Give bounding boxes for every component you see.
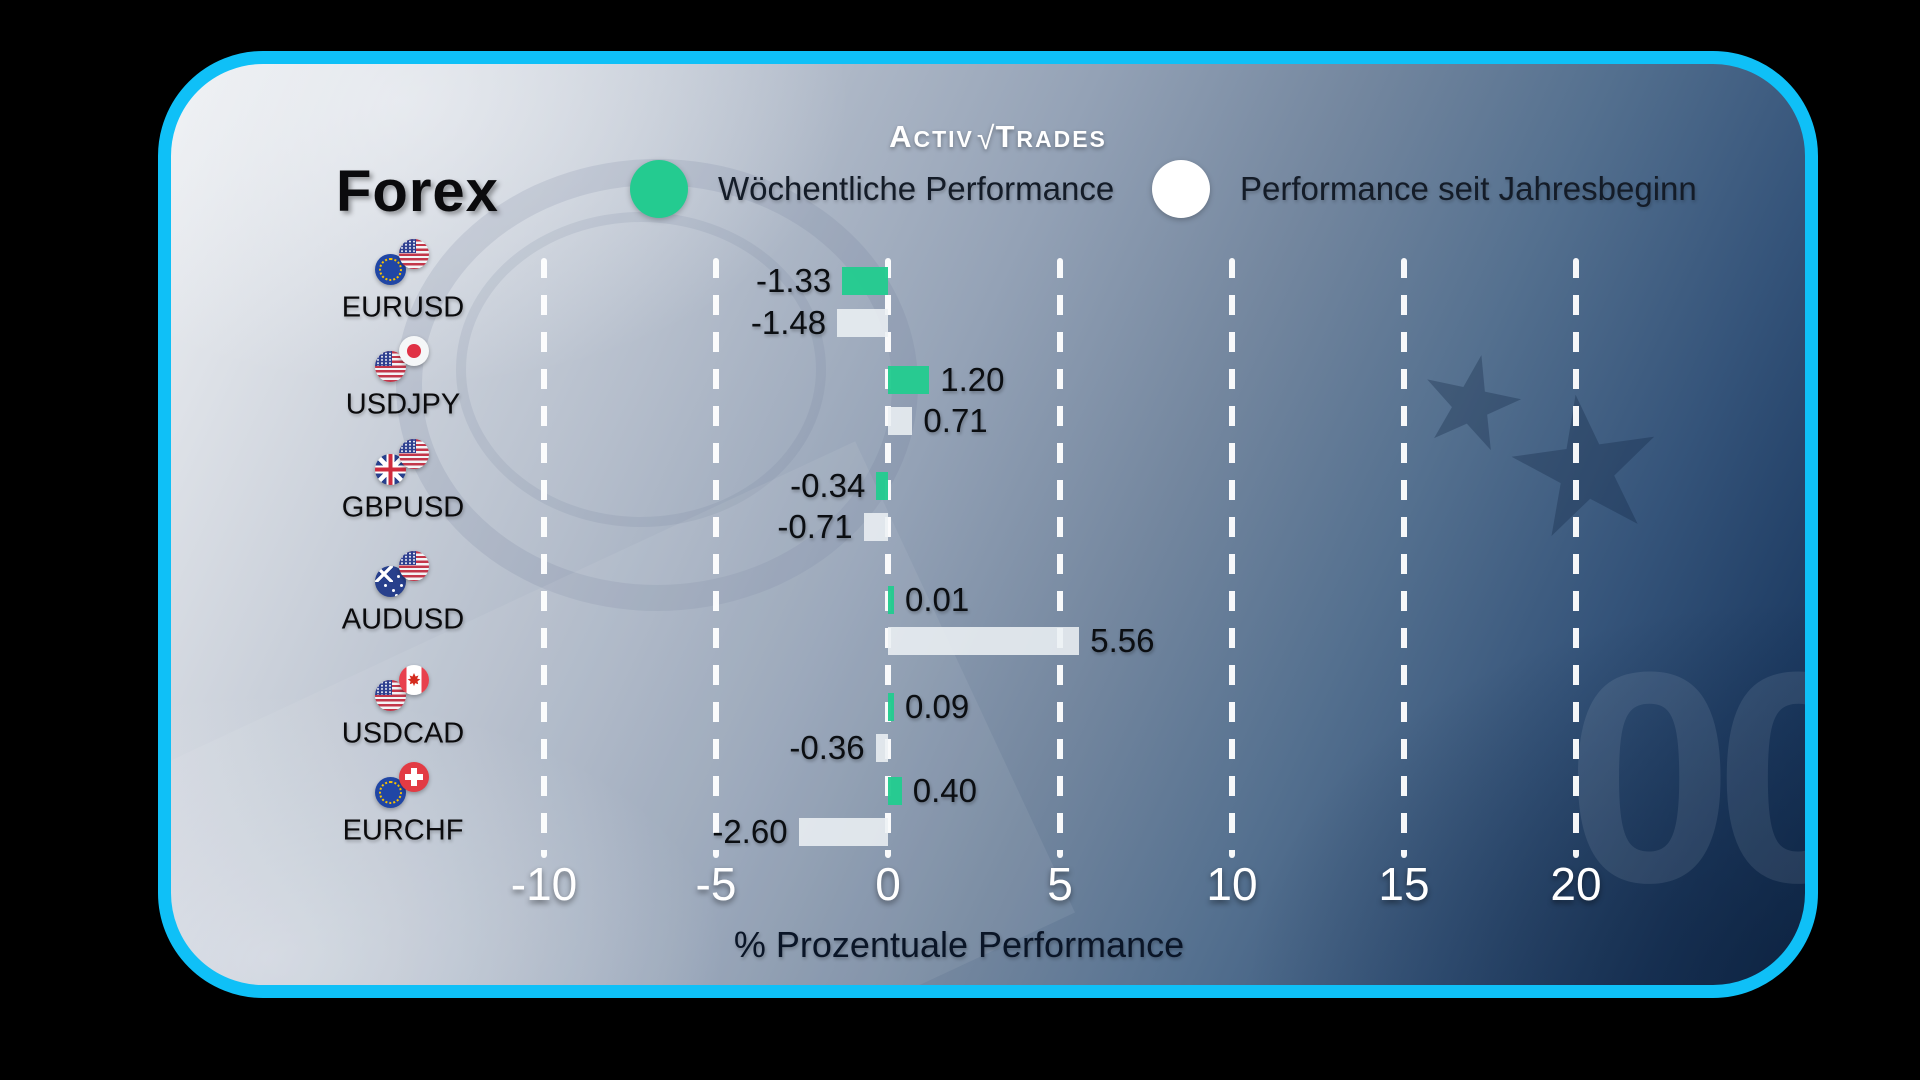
flag-pair-usdjpy <box>375 336 429 382</box>
tick-label--5: -5 <box>695 858 737 910</box>
flag-ch-icon <box>399 762 429 792</box>
tick-label--10: -10 <box>510 858 578 910</box>
bar-ytd-eurchf <box>798 818 888 846</box>
pair-label-audusd: AUDUSD <box>341 603 465 636</box>
tick-label-0: 0 <box>875 858 901 910</box>
flag-ca-icon <box>399 665 429 695</box>
gridline-20 <box>1573 258 1579 858</box>
activtrades-logo: Activ √ Trades <box>889 118 1107 156</box>
value-weekly-usdjpy: 1.20 <box>940 361 1005 398</box>
bar-weekly-gbpusd <box>876 472 888 500</box>
gridline--5 <box>713 258 719 858</box>
legend-weekly-swatch <box>630 160 688 218</box>
flag-pair-eurusd <box>375 239 429 285</box>
legend-ytd-label: Performance seit Jahresbeginn <box>1240 170 1697 207</box>
bar-ytd-usdjpy <box>888 407 913 435</box>
logo-word-trades: Trades <box>995 119 1107 154</box>
pair-label-usdjpy: USDJPY <box>345 388 461 421</box>
bar-ytd-audusd <box>888 627 1080 655</box>
value-ytd-eurusd: -1.48 <box>750 304 827 341</box>
value-ytd-usdjpy: 0.71 <box>923 402 988 439</box>
value-weekly-audusd: 0.01 <box>905 581 970 618</box>
tick-label-5: 5 <box>1047 858 1073 910</box>
bar-weekly-usdjpy <box>888 366 930 394</box>
tick-label-10: 10 <box>1206 858 1258 910</box>
x-axis-label: % Prozentuale Performance <box>733 924 1185 965</box>
logo-check-icon: √ <box>976 120 995 156</box>
value-ytd-audusd: 5.56 <box>1090 622 1155 659</box>
gridline-0 <box>885 258 891 858</box>
pair-label-usdcad: USDCAD <box>341 717 465 750</box>
value-weekly-gbpusd: -0.34 <box>790 467 866 504</box>
decor-banknote-ring-inner <box>456 212 826 527</box>
decor-euro-star-small <box>1412 345 1531 464</box>
legend-item-ytd: Performance seit Jahresbeginn <box>1152 160 1697 218</box>
value-ytd-usdcad: -0.36 <box>789 729 865 766</box>
bar-ytd-usdcad <box>875 734 888 762</box>
bar-ytd-eurusd <box>837 309 888 337</box>
bar-weekly-eurusd <box>842 267 888 295</box>
bar-weekly-usdcad <box>888 693 894 721</box>
flag-jp-icon <box>399 336 429 366</box>
gridline--10 <box>541 258 547 858</box>
tick-label-15: 15 <box>1378 858 1430 910</box>
flag-pair-audusd <box>375 551 429 597</box>
gridline-15 <box>1401 258 1407 858</box>
flag-pair-usdcad <box>375 665 429 711</box>
value-weekly-eurusd: -1.33 <box>756 262 832 299</box>
legend-weekly-label: Wöchentliche Performance <box>718 170 1115 207</box>
flag-pair-eurchf <box>375 762 429 808</box>
bar-ytd-gbpusd <box>863 513 888 541</box>
flag-us-icon <box>399 239 429 269</box>
logo-word-activ: Activ <box>889 119 974 154</box>
value-ytd-gbpusd: -0.71 <box>777 508 853 545</box>
flag-eu-icon <box>375 254 406 285</box>
decor-euro-star-large <box>1501 384 1670 553</box>
value-weekly-usdcad: 0.09 <box>905 688 970 725</box>
tick-label-20: 20 <box>1550 858 1602 910</box>
decor-banknote-number: 00 <box>1566 609 1805 945</box>
flag-pair-gbpusd <box>375 439 429 485</box>
legend-item-weekly: Wöchentliche Performance <box>630 160 1114 218</box>
flag-us-icon <box>399 439 429 469</box>
pair-label-gbpusd: GBPUSD <box>341 491 465 524</box>
bar-weekly-audusd <box>888 586 894 614</box>
gridline-5 <box>1057 258 1063 858</box>
legend-ytd-swatch <box>1152 160 1210 218</box>
flag-us-icon <box>399 551 429 581</box>
flag-eu-icon <box>375 777 406 808</box>
value-ytd-eurchf: -2.60 <box>712 813 788 850</box>
gridline-10 <box>1229 258 1235 858</box>
pair-label-eurusd: EURUSD <box>341 291 465 324</box>
chart-card: 00 <box>158 51 1818 998</box>
bar-weekly-eurchf <box>888 777 902 805</box>
value-weekly-eurchf: 0.40 <box>912 772 977 809</box>
page-title: Forex <box>336 159 499 224</box>
pair-label-eurchf: EURCHF <box>342 814 464 847</box>
